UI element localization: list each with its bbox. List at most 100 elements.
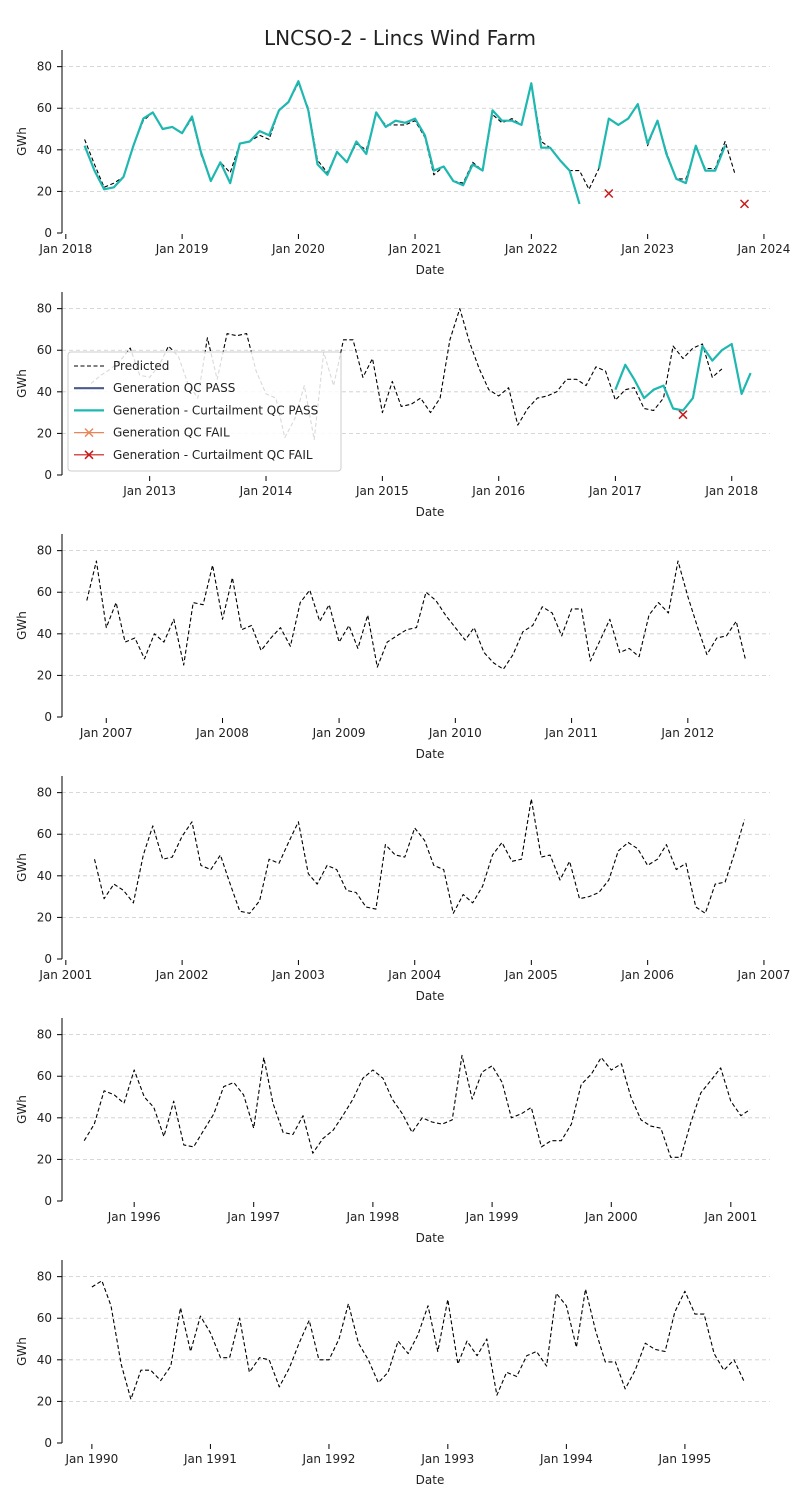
y-axis-label: GWh	[15, 1337, 29, 1366]
legend-label: Generation QC FAIL	[113, 426, 230, 440]
x-tick-label: Jan 2002	[155, 968, 209, 982]
y-axis-label: GWh	[15, 1095, 29, 1124]
x-axis-label: Date	[416, 1231, 445, 1245]
y-tick-label: 40	[37, 1111, 52, 1125]
x-axis-label: Date	[416, 747, 445, 761]
x-tick-label: Jan 2011	[544, 726, 598, 740]
series-predicted-line	[90, 308, 723, 441]
series-predicted-line	[91, 1280, 745, 1400]
marker-stroke	[739, 199, 750, 209]
x-tick-label: Jan 2001	[38, 968, 92, 982]
x-tick-label: Jan 2013	[122, 484, 176, 498]
y-gridlines	[62, 550, 770, 676]
chart-title: LNCSO-2 - Lincs Wind Farm	[264, 26, 536, 50]
y-axis-label: GWh	[15, 127, 29, 156]
x-axis-label: Date	[416, 989, 445, 1003]
legend-label: Generation - Curtailment QC FAIL	[113, 448, 313, 462]
x-tick-label: Jan 1990	[64, 1452, 118, 1466]
x-tick-label: Jan 2004	[387, 968, 441, 982]
series-predicted-line	[83, 1054, 751, 1158]
x-tick-label: Jan 2018	[38, 242, 92, 256]
y-tick-label: 20	[37, 1394, 52, 1408]
legend-swatch-marker	[84, 450, 94, 460]
x-tick-label: Jan 1995	[657, 1452, 711, 1466]
chart-panels: 0 20 40 60 80 Jan 2018 Jan 2019 Jan 2020 Jan 202…	[15, 50, 790, 1487]
y-tick-label: 0	[44, 952, 52, 966]
y-tick-label: 20	[37, 910, 52, 924]
x-tick-label: Jan 2017	[588, 484, 642, 498]
y-tick-label: 60	[37, 1069, 52, 1083]
x-tick-label: Jan 2022	[504, 242, 558, 256]
x-tick-label: Jan 1993	[420, 1452, 474, 1466]
y-tick-label: 80	[37, 302, 52, 316]
legend-swatch-marker	[84, 428, 94, 438]
legend-item-curt_pass: Generation - Curtailment QC PASS	[74, 403, 318, 417]
x-tick-label: Jan 2003	[271, 968, 325, 982]
y-tick-label: 40	[37, 1353, 52, 1367]
x-tick-label: Jan 2024	[737, 242, 791, 256]
y-tick-label: 20	[37, 1152, 52, 1166]
y-tick-label: 60	[37, 827, 52, 841]
x-tick-label: Jan 2016	[471, 484, 525, 498]
legend-frame	[67, 351, 342, 472]
x-tick-label: Jan 1991	[183, 1452, 237, 1466]
legend-item-curt_fail: Generation - Curtailment QC FAIL	[74, 448, 313, 462]
y-gridlines	[62, 1276, 770, 1402]
x-tick-label: Jan 2018	[704, 484, 758, 498]
y-tick-label: 40	[37, 385, 52, 399]
series-curt_pass-line	[597, 103, 727, 185]
x-tick-label: Jan 2008	[195, 726, 249, 740]
y-tick-label: 0	[44, 1436, 52, 1450]
x-tick-label: Jan 1999	[465, 1210, 519, 1224]
series-predicted-line	[86, 560, 747, 670]
series-predicted-line	[93, 798, 746, 914]
x-tick-label: Jan 2014	[239, 484, 293, 498]
x-tick-label: Jan 2007	[737, 968, 791, 982]
legend-label: Generation - Curtailment QC PASS	[113, 403, 318, 417]
x-tick-label: Jan 2019	[155, 242, 209, 256]
y-tick-label: 80	[37, 1270, 52, 1284]
y-gridlines	[62, 66, 770, 192]
y-axis-label: GWh	[15, 853, 29, 882]
y-tick-label: 0	[44, 226, 52, 240]
y-tick-label: 20	[37, 668, 52, 682]
y-axis-label: GWh	[15, 369, 29, 398]
x-tick-label: Jan 2015	[355, 484, 409, 498]
x-tick-label: Jan 1994	[539, 1452, 593, 1466]
y-tick-label: 20	[37, 184, 52, 198]
legend-label: Generation QC PASS	[113, 381, 235, 395]
x-axis-label: Date	[416, 263, 445, 277]
y-tick-label: 60	[37, 1311, 52, 1325]
x-tick-label: Jan 2001	[703, 1210, 757, 1224]
y-tick-label: 0	[44, 710, 52, 724]
marker-stroke	[678, 410, 688, 420]
x-tick-label: Jan 1998	[345, 1210, 399, 1224]
qc-fail-marker	[604, 188, 614, 199]
y-tick-label: 0	[44, 468, 52, 482]
y-tick-label: 80	[37, 786, 52, 800]
y-axis-label: GWh	[15, 611, 29, 640]
legend: Predicted Generation QC PASS Generation - …	[67, 351, 342, 472]
qc-fail-marker	[678, 410, 688, 420]
series-predicted-line	[84, 82, 736, 190]
x-tick-label: Jan 2010	[428, 726, 482, 740]
chart-panel-4: 0 20 40 60 80 Jan 2001 Jan 2002 Jan 2003 Jan 200…	[15, 776, 790, 1003]
x-tick-label: Jan 1996	[107, 1210, 161, 1224]
y-tick-label: 0	[44, 1194, 52, 1208]
x-tick-label: Jan 2005	[504, 968, 558, 982]
x-tick-label: Jan 2009	[312, 726, 366, 740]
y-tick-label: 80	[37, 544, 52, 558]
chart-panel-1: 0 20 40 60 80 Jan 2018 Jan 2019 Jan 2020 Jan 202…	[15, 50, 790, 277]
x-tick-label: Jan 2000	[584, 1210, 638, 1224]
x-tick-label: Jan 1997	[226, 1210, 280, 1224]
series-curt_pass-line	[614, 342, 752, 412]
y-tick-label: 60	[37, 343, 52, 357]
x-tick-label: Jan 2023	[620, 242, 674, 256]
y-tick-label: 40	[37, 143, 52, 157]
x-tick-label: Jan 2006	[620, 968, 674, 982]
y-tick-label: 40	[37, 627, 52, 641]
legend-item-gen_fail: Generation QC FAIL	[74, 426, 230, 440]
y-tick-label: 20	[37, 426, 52, 440]
legend-label: Predicted	[113, 359, 169, 373]
